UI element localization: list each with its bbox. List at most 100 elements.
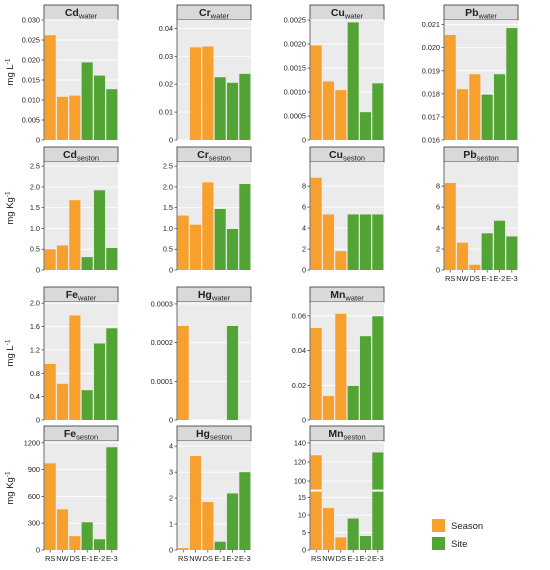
y-tick-label: 1 [169,520,173,529]
bar-nw [56,383,69,420]
bar-rs [444,182,456,270]
x-tick-label: E-3 [506,274,518,283]
bar-nw [322,508,335,550]
legend-swatch-site [432,537,445,550]
bar-ds [69,315,81,420]
bar-nw [189,456,202,550]
x-tick-label: NW [322,554,335,563]
panel-cr-water: Crwater 0 0.01 0.02 0.03 0.04 [159,4,252,145]
bar-rs [44,35,56,141]
bar-e-3 [372,214,384,270]
legend-swatch-season [432,519,445,532]
plot-area [177,441,251,550]
bar-nw [322,214,335,270]
x-tick-label: RS [45,554,55,563]
plot-area [177,20,251,140]
bar-e-3 [372,83,384,140]
x-tick-label: E-3 [372,554,384,563]
x-tick-label: RS [311,554,321,563]
y-tick-label: 8 [436,182,440,191]
x-tick-label: NW [456,274,469,283]
bar-e-3 [106,447,118,550]
y-tick-label: 0 [169,266,173,275]
bar-e-1 [347,518,359,550]
panel-title: Cdseston [63,149,99,163]
bar-ds [202,46,214,140]
y-tick-label: 0.010 [22,96,40,105]
y-tick-label: 6 [302,203,306,212]
y-tick-label: 0 [302,136,306,145]
panel-fe-seston: Feseston 0 300 600 900 1200 RS NW DS E-1 E-2 E-3 [24,425,119,563]
bar-ds [335,90,347,140]
plot-area [310,20,384,140]
y-tick-label: 2.5 [163,162,173,171]
x-tick-label: E-2 [227,554,239,563]
y-tick-label: 0.5 [163,245,173,254]
bar-rs [44,363,56,420]
panel-title: Mnseston [328,428,365,442]
plot-area [310,302,384,420]
y-tick-label: 0.01 [159,108,173,117]
y-tick-label: 15 [298,493,306,502]
bar-ds [69,536,81,550]
plot-area [177,302,251,420]
y-tick-label: 300 [28,519,40,528]
y-axis-title: mg L-1 [5,58,17,85]
bar-rs [310,177,322,270]
panel-cd-water: Cdwater 0 0.005 0.010 0.015 0.020 0.025 0.030 [22,4,119,145]
y-tick-label: 0 [169,136,173,145]
y-tick-label: 4 [169,442,173,451]
panel-title: Mnwater [330,289,364,303]
y-tick-label: 1.5 [163,203,173,212]
bar-e-2 [493,74,506,140]
y-axis-title: mg Kg-1 [5,191,17,225]
bar-e-2 [493,220,506,270]
bar-ds [69,200,81,270]
y-tick-label: 0.017 [422,112,440,121]
y-tick-label: 0 [36,266,40,275]
x-tick-label: E-3 [239,554,251,563]
bar-e-3 [372,316,384,420]
bar-e-3 [106,89,118,140]
bar-e-2 [93,75,106,140]
bar-e-1 [81,62,93,140]
x-tick-label: NW [56,554,69,563]
y-tick-label: 1.0 [30,224,40,233]
y-tick-label: 0.015 [22,76,40,85]
y-tick-label: 0 [169,546,173,555]
bar-ds [335,537,347,550]
y-tick-label: 1.2 [30,345,40,354]
x-tick-label: NW [189,554,202,563]
bar-rs [44,249,56,270]
bar-nw [322,81,335,140]
panel-title: Cuwater [331,7,364,21]
bar-e-1 [214,77,226,140]
bar-e-2 [93,539,106,550]
y-tick-label: 0 [436,266,440,275]
y-tick-label: 8 [302,182,306,191]
bar-ds [335,313,347,420]
y-tick-label: 0.8 [30,369,40,378]
bar-ds [335,251,347,270]
y-tick-label: 0.016 [422,136,440,145]
y-tick-label: 900 [28,465,40,474]
x-tick-label: DS [470,274,480,283]
x-tick-label: RS [178,554,188,563]
y-tick-label: 4 [436,224,440,233]
bar-e-1 [81,390,93,420]
bar-e-3 [239,73,251,140]
x-tick-label: E-2 [94,554,106,563]
panel-cu-water: Cuwater 0 0.0005 0.0010 0.0015 0.0020 0.0025 [284,4,385,145]
bar-rs [44,463,56,550]
y-tick-label: 0.5 [30,245,40,254]
panel-fe-water: Fewater 0 0.4 0.8 1.2 1.6 2.0 [30,286,119,425]
plot-area [44,162,118,270]
y-tick-label: 0.0002 [151,338,173,347]
x-tick-label: DS [70,554,80,563]
y-axis-title: mg L-1 [5,339,17,366]
x-tick-label: E-2 [494,274,506,283]
panel-title: Pbseston [463,149,499,163]
x-tick-label: RS [445,274,455,283]
panel-pb-water: Pbwater 0.016 0.017 0.018 0.019 0.020 0.021 [422,4,519,145]
